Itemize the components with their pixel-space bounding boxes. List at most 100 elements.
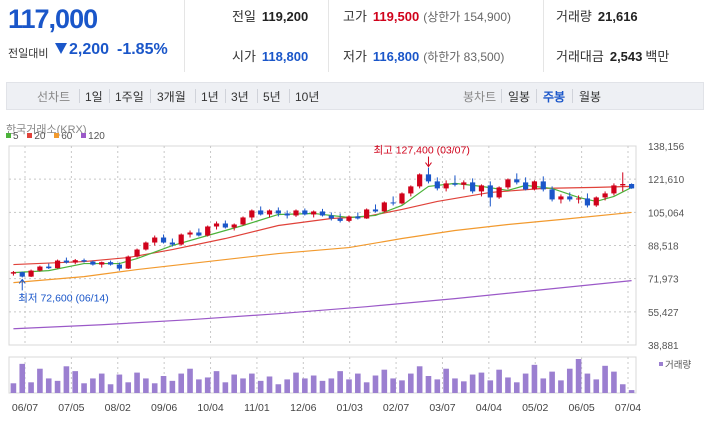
tab-1w[interactable]: 1주일 — [115, 90, 144, 104]
volume-bar — [628, 390, 635, 393]
candle-body — [37, 266, 43, 271]
volume-bar — [566, 368, 573, 393]
volume-bar — [355, 373, 361, 393]
tab-1y[interactable]: 1년 — [201, 90, 219, 104]
ma20-line — [13, 185, 632, 266]
candle-body — [443, 183, 449, 189]
candle-body — [46, 266, 52, 269]
volume-bar — [28, 382, 34, 393]
candle-body — [205, 226, 211, 236]
volume-bar — [54, 380, 61, 393]
candle-body — [187, 232, 193, 235]
candle-body — [81, 260, 87, 262]
ma-legend: 5 20 60 120 — [6, 131, 111, 142]
candle-body — [558, 196, 564, 200]
x-tick-label: 09/06 — [151, 402, 177, 414]
change-percent: -1.85% — [117, 41, 168, 58]
volume-bar — [452, 378, 458, 393]
plot-frame — [8, 145, 637, 346]
divider — [289, 89, 290, 103]
candle-body — [258, 210, 264, 215]
tab-3y[interactable]: 3년 — [231, 90, 249, 104]
candle-body — [470, 182, 476, 192]
candle-body — [213, 223, 220, 227]
candle-body — [63, 260, 70, 263]
candle-body — [72, 260, 78, 263]
volume-bar — [257, 380, 264, 393]
candle-body — [399, 193, 405, 204]
volume-bar — [619, 384, 626, 393]
candle-body — [302, 210, 308, 215]
tab-10y[interactable]: 10년 — [295, 90, 320, 104]
tab-5y[interactable]: 5년 — [263, 90, 281, 104]
divider — [225, 89, 226, 103]
candle-body — [628, 183, 635, 189]
candle-body — [425, 174, 432, 182]
volume-bar — [178, 373, 185, 393]
x-tick-label: 06/05 — [568, 402, 594, 414]
volume-bar — [602, 365, 608, 393]
tab-weekly[interactable]: 주봉 — [543, 90, 566, 104]
volume-bar — [505, 377, 511, 393]
tab-1d[interactable]: 1일 — [85, 90, 103, 104]
volume-bar — [425, 376, 432, 393]
high-annotation: 최고 127,400 (03/07) — [373, 145, 469, 157]
volume-bar — [302, 378, 308, 393]
candle-body — [10, 272, 17, 274]
ma120-line — [13, 280, 632, 330]
x-tick-label: 07/05 — [58, 402, 84, 414]
volume-bar — [460, 381, 467, 393]
tab-monthly[interactable]: 월봉 — [579, 90, 602, 104]
volume-bar — [143, 378, 149, 393]
candle-body — [143, 242, 149, 250]
legend-ma120: 120 — [81, 131, 105, 142]
down-arrow-icon — [55, 43, 67, 54]
divider — [184, 0, 185, 72]
divider — [195, 89, 196, 103]
volume-bar — [416, 366, 423, 393]
candle-body — [125, 256, 131, 269]
tab-3m[interactable]: 3개월 — [157, 90, 186, 104]
volume-bar — [45, 378, 52, 393]
volume-bar — [575, 359, 582, 393]
tab-daily[interactable]: 일봉 — [508, 90, 531, 104]
candle-body — [549, 189, 555, 200]
candle-body — [523, 182, 529, 190]
candle-body — [487, 185, 493, 198]
candle-body — [19, 272, 25, 277]
candle-body — [28, 270, 34, 277]
volume-bar — [37, 368, 43, 393]
candle-body — [567, 196, 573, 200]
candle-body — [284, 213, 290, 216]
change-value: 2,200 — [69, 41, 110, 58]
y-tick-label: 88,518 — [648, 242, 679, 253]
volume-bar — [284, 379, 290, 393]
volume-bar — [478, 372, 485, 393]
volume-bar — [63, 366, 70, 393]
candle-body — [602, 193, 608, 198]
y-tick-label: 71,973 — [648, 275, 679, 286]
x-tick-label: 05/02 — [522, 402, 548, 414]
candle-body — [337, 218, 343, 221]
ma60-line — [13, 211, 632, 284]
candle-body — [575, 198, 582, 200]
volume-bar — [443, 368, 449, 393]
candle-body — [620, 183, 626, 186]
volume-bar — [169, 380, 176, 393]
candle-body — [452, 183, 458, 185]
candle-body — [266, 210, 273, 215]
volume-bar — [531, 364, 538, 393]
x-tick-label: 06/07 — [12, 402, 38, 414]
high-arrow-icon — [425, 162, 432, 168]
volume-bar — [584, 373, 591, 393]
trade-amount: 거래대금 2,543 백만 — [556, 49, 670, 64]
x-tick-label: 08/02 — [105, 402, 131, 414]
candle-body — [90, 261, 96, 265]
volume-bar — [337, 371, 343, 393]
day-high: 고가 119,500 (상한가 154,900) — [343, 9, 512, 24]
candle-body — [328, 215, 334, 219]
volume-bar — [240, 378, 246, 393]
y-tick-label: 138,156 — [648, 142, 685, 153]
volume-bar — [90, 378, 96, 393]
